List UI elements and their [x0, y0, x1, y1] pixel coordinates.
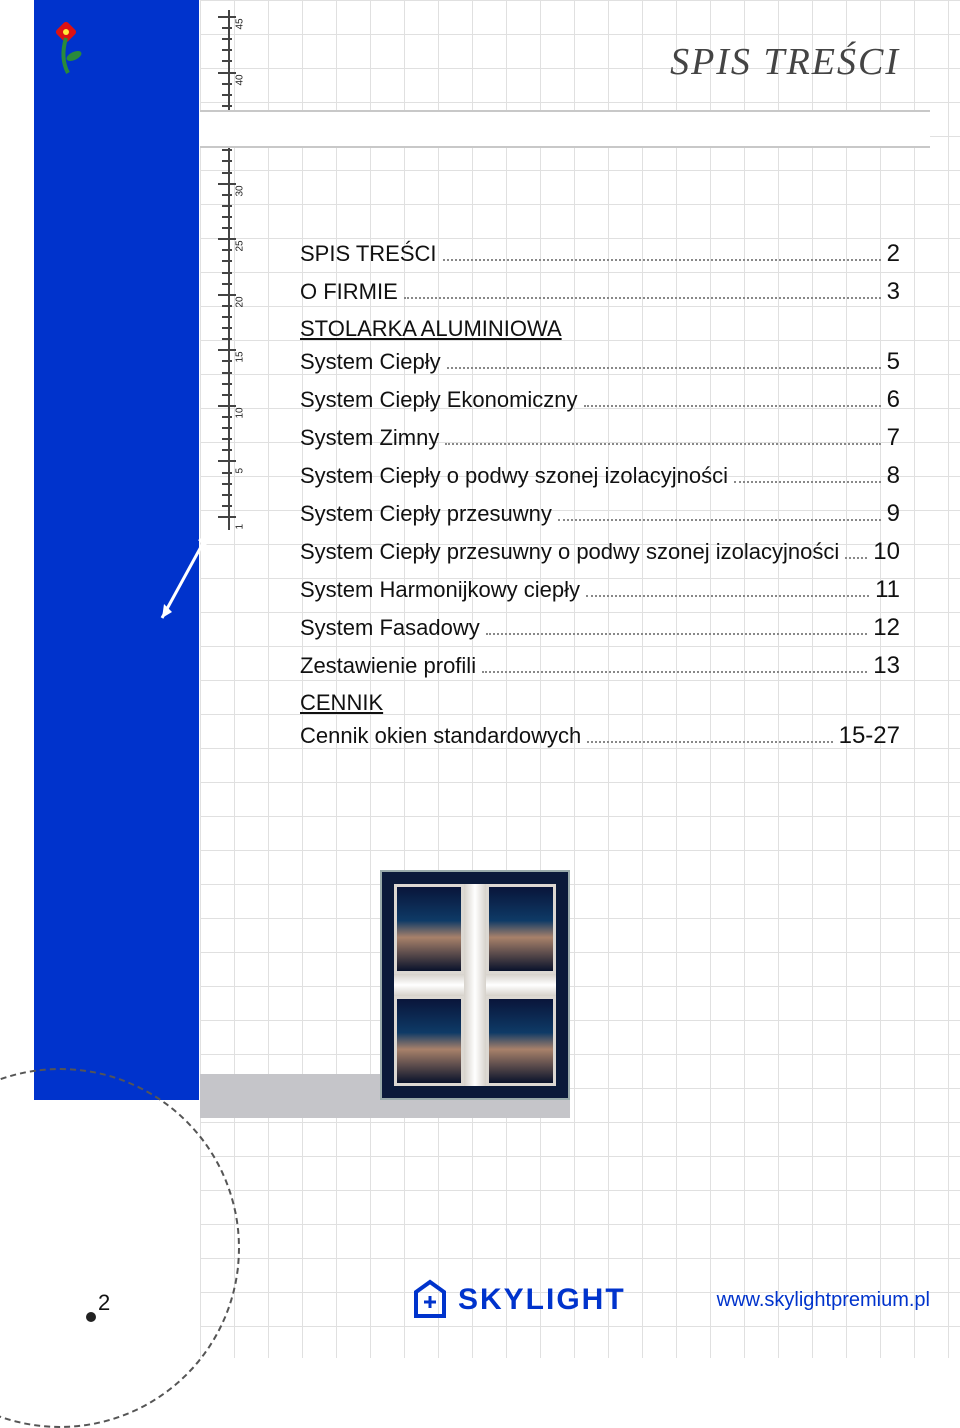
- toc-row: System Ciepły przesuwny o podwy szonej i…: [300, 538, 900, 568]
- toc-row: System Ciepły przesuwny 9: [300, 500, 900, 530]
- ruler-label: 1: [235, 524, 246, 530]
- toc-leader: [482, 671, 867, 673]
- footer-url: www.skylightpremium.pl: [717, 1289, 930, 1312]
- toc-leader: [734, 481, 881, 483]
- toc-leader: [845, 557, 867, 559]
- toc-row: SPIS TREŚCI 2: [300, 240, 900, 270]
- header-band: [200, 110, 930, 148]
- toc-section-heading: STOLARKA ALUMINIOWA: [300, 316, 900, 342]
- toc-page: 12: [873, 614, 900, 642]
- toc-leader: [443, 259, 881, 261]
- toc-row: System Ciepły Ekonomiczny 6: [300, 386, 900, 416]
- toc-leader: [584, 405, 881, 407]
- ruler-label: 25: [235, 241, 246, 252]
- toc-page: 7: [887, 424, 900, 452]
- toc-page: 10: [873, 538, 900, 566]
- ruler-label: 5: [235, 468, 246, 474]
- toc-page: 3: [887, 278, 900, 306]
- ruler-label: 20: [235, 296, 246, 307]
- toc-page: 8: [887, 462, 900, 490]
- logo-text: SKYLIGHT: [458, 1283, 626, 1317]
- flower-icon: [50, 18, 90, 78]
- toc-label: System Ciepły Ekonomiczny: [300, 387, 578, 413]
- toc-leader: [447, 367, 881, 369]
- ruler-label: 30: [235, 185, 246, 196]
- toc-label: SPIS TREŚCI: [300, 241, 437, 267]
- toc-leader: [558, 519, 881, 521]
- toc-label: System Ciepły przesuwny o podwy szonej i…: [300, 539, 839, 565]
- toc-label: System Zimny: [300, 425, 439, 451]
- toc-row: System Ciepły o podwy szonej izolacyjnoś…: [300, 462, 900, 492]
- table-of-contents: SPIS TREŚCI 2 O FIRMIE 3 STOLARKA ALUMINIOWA…: [300, 240, 900, 760]
- ruler-label: 45: [235, 18, 246, 29]
- toc-page: 5: [887, 348, 900, 376]
- toc-leader: [586, 595, 869, 597]
- footer: SKYLIGHT www.skylightpremium.pl: [410, 1272, 930, 1328]
- toc-row: System Harmonijkowy ciepły 11: [300, 576, 900, 606]
- page-number: 2: [98, 1290, 110, 1316]
- toc-label: System Ciepły: [300, 349, 441, 375]
- toc-leader: [587, 741, 832, 743]
- toc-label: O FIRMIE: [300, 279, 398, 305]
- toc-page: 15-27: [839, 722, 900, 750]
- toc-page: 11: [875, 576, 900, 604]
- toc-row: System Zimny 7: [300, 424, 900, 454]
- toc-label: System Fasadowy: [300, 615, 480, 641]
- toc-row: System Ciepły 5: [300, 348, 900, 378]
- toc-section-heading: CENNIK: [300, 690, 900, 716]
- toc-page: 6: [887, 386, 900, 414]
- toc-row: Cennik okien standardowych 15-27: [300, 722, 900, 752]
- toc-page: 9: [887, 500, 900, 528]
- toc-page: 2: [887, 240, 900, 268]
- toc-label: Zestawienie profili: [300, 653, 476, 679]
- toc-page: 13: [873, 652, 900, 680]
- toc-leader: [445, 443, 880, 445]
- toc-label: System Ciepły przesuwny: [300, 501, 552, 527]
- toc-leader: [404, 297, 881, 299]
- toc-row: O FIRMIE 3: [300, 278, 900, 308]
- toc-label: System Ciepły o podwy szonej izolacyjnoś…: [300, 463, 728, 489]
- vertical-ruler: 454035302520151051: [218, 10, 258, 530]
- toc-label: Cennik okien standardowych: [300, 723, 581, 749]
- toc-row: Zestawienie profili 13: [300, 652, 900, 682]
- toc-row: System Fasadowy 12: [300, 614, 900, 644]
- toc-leader: [486, 633, 868, 635]
- page-title: SPIS TREŚCI: [670, 40, 900, 84]
- ruler-label: 15: [235, 352, 246, 363]
- page-number-dot: [86, 1312, 96, 1322]
- window-cross-image: [380, 870, 570, 1100]
- skylight-logo: SKYLIGHT: [410, 1278, 626, 1322]
- double-arrow-icon: [150, 520, 220, 630]
- ruler-label: 10: [235, 407, 246, 418]
- ruler-label: 40: [235, 74, 246, 85]
- toc-label: System Harmonijkowy ciepły: [300, 577, 580, 603]
